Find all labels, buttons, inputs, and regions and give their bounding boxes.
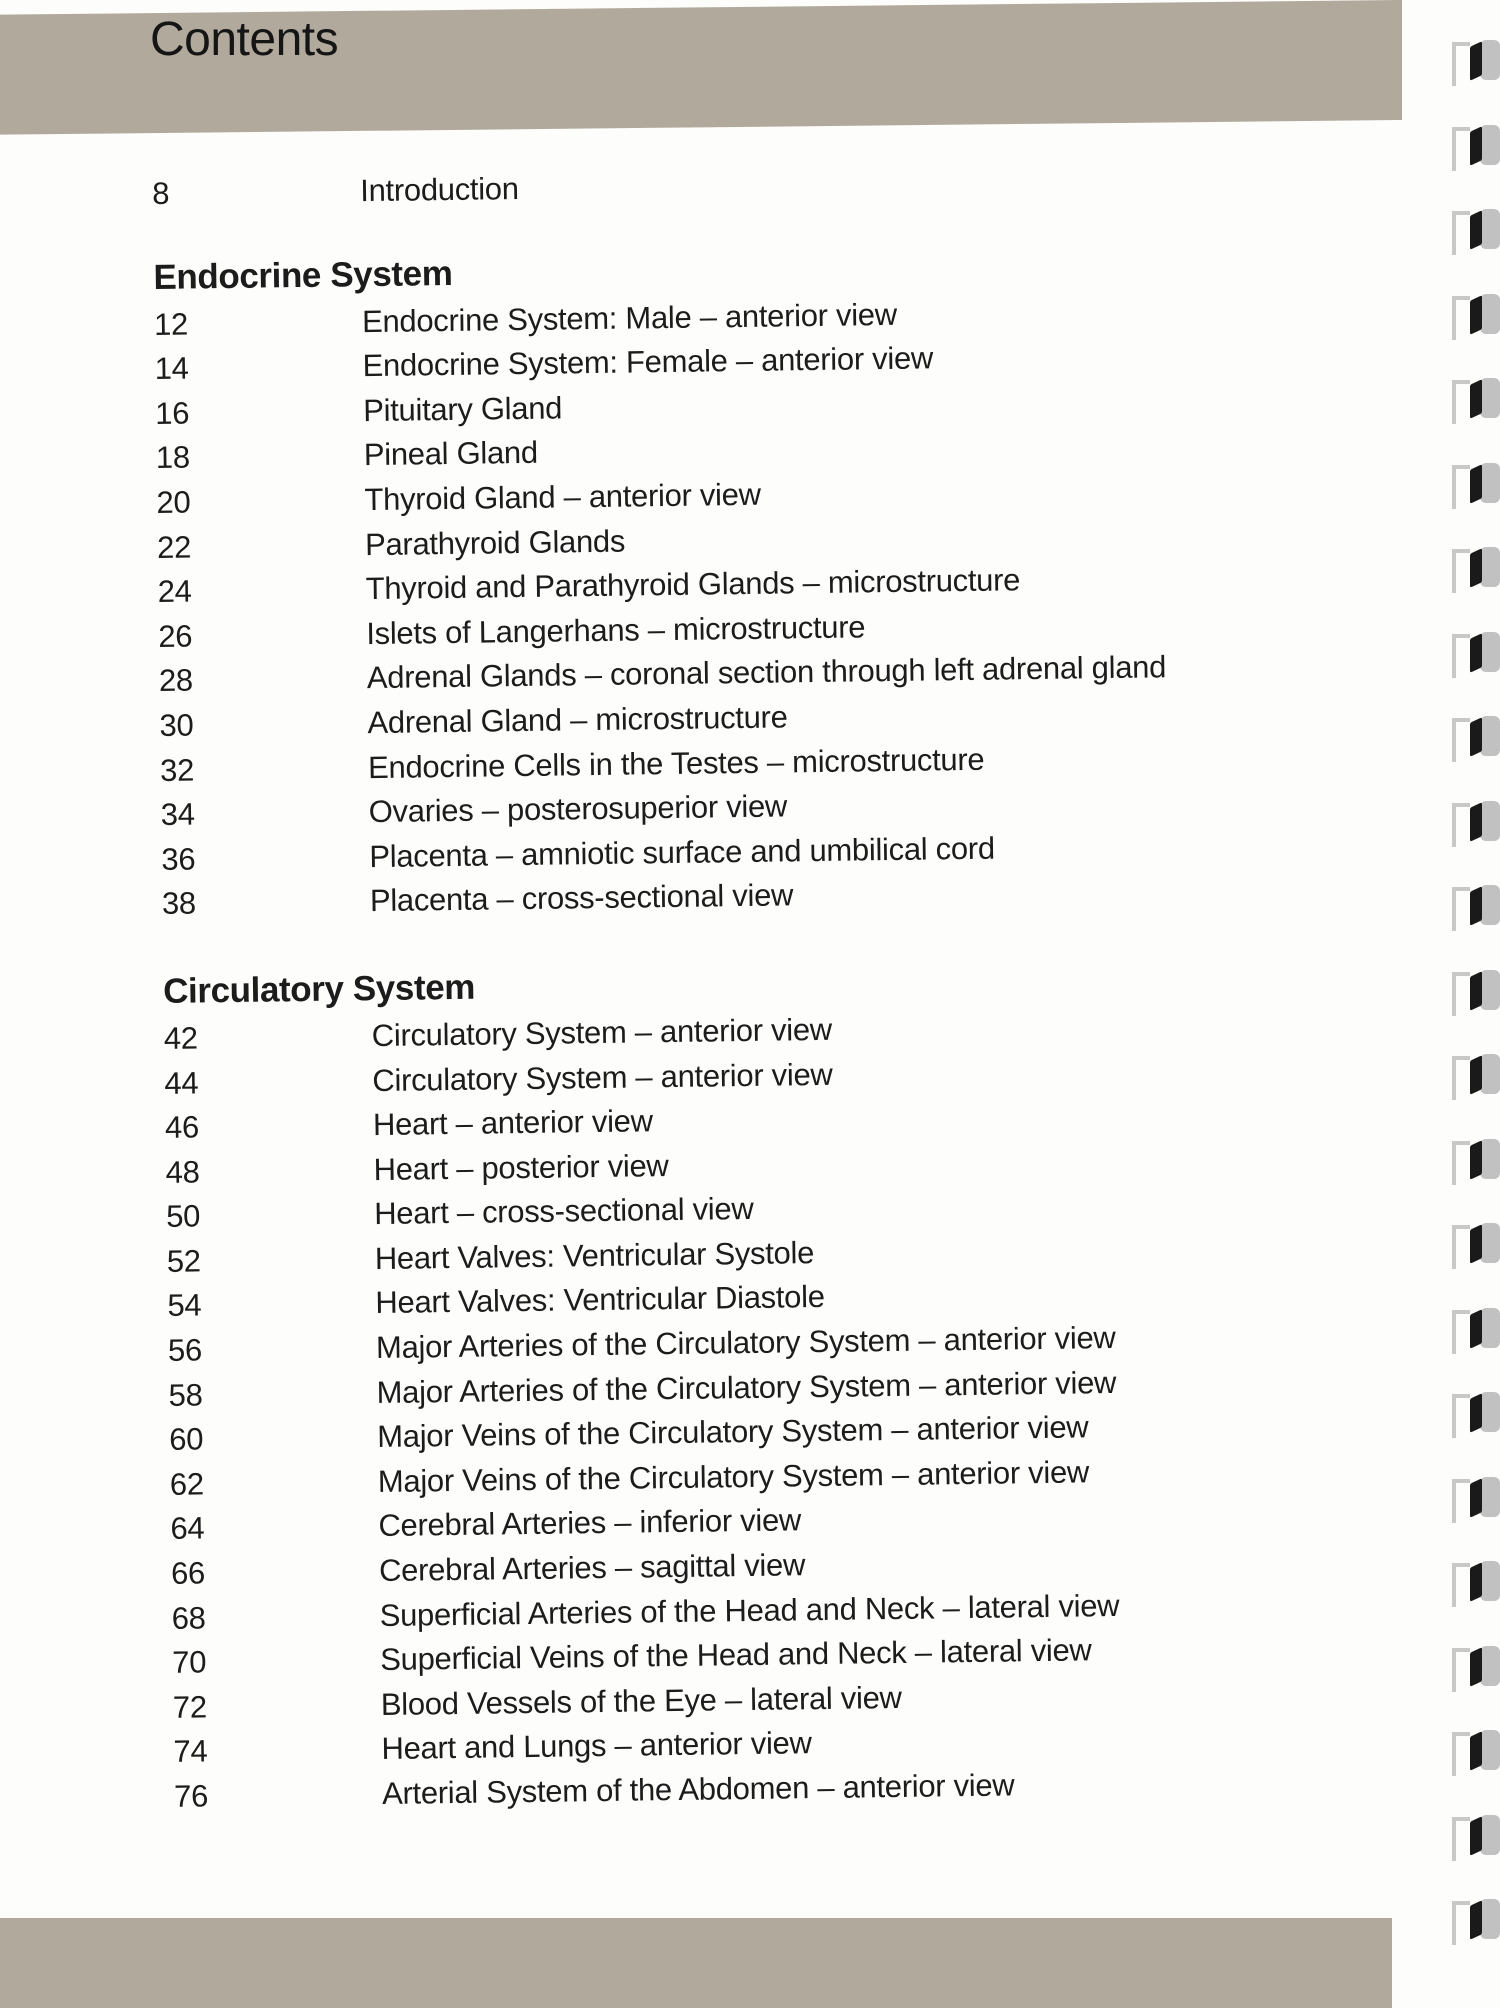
page-number: 18 bbox=[155, 439, 191, 476]
page-number: 60 bbox=[169, 1421, 204, 1458]
binding-ring-icon bbox=[1452, 123, 1500, 173]
entry-title: Endocrine System: Male – anterior view bbox=[361, 296, 898, 339]
entry-title: Heart – posterior view bbox=[373, 1147, 669, 1187]
page-number: 36 bbox=[161, 841, 196, 877]
page-number: 12 bbox=[153, 306, 189, 342]
page-number: 50 bbox=[165, 1198, 201, 1235]
page-number: 22 bbox=[156, 529, 192, 565]
binding-ring-icon bbox=[1452, 1137, 1500, 1187]
page-number: 26 bbox=[158, 618, 193, 654]
binding-ring-icon bbox=[1452, 1897, 1500, 1947]
entry-title: Blood Vessels of the Eye – lateral view bbox=[380, 1679, 902, 1722]
entry-title: Heart and Lungs – anterior view bbox=[381, 1725, 812, 1767]
binding-ring-icon bbox=[1452, 207, 1500, 257]
page-number: 72 bbox=[172, 1689, 208, 1725]
binding-ring-icon bbox=[1452, 376, 1500, 426]
page-number: 42 bbox=[163, 1020, 198, 1056]
page-number: 24 bbox=[157, 573, 192, 610]
entry-title: Heart Valves: Ventricular Systole bbox=[374, 1234, 815, 1276]
page-number: 38 bbox=[161, 885, 197, 922]
entry-title: Heart – cross-sectional view bbox=[373, 1191, 754, 1232]
entry-title: Circulatory System – anterior view bbox=[372, 1056, 833, 1098]
binding-ring-icon bbox=[1452, 1644, 1500, 1694]
entry-title: Adrenal Gland – microstructure bbox=[367, 699, 788, 741]
page-number: 8 bbox=[152, 175, 170, 211]
binding-ring-icon bbox=[1452, 292, 1500, 342]
binding-ring-icon bbox=[1452, 714, 1500, 764]
page-number: 52 bbox=[166, 1243, 201, 1279]
page-number: 58 bbox=[168, 1377, 203, 1413]
binding-ring-icon bbox=[1452, 1813, 1500, 1863]
page-number: 44 bbox=[164, 1064, 199, 1101]
binding-ring-icon bbox=[1452, 461, 1500, 511]
page-number: 64 bbox=[170, 1510, 205, 1547]
page-number: 46 bbox=[164, 1109, 200, 1146]
binding-ring-icon bbox=[1452, 38, 1500, 88]
page-number: 48 bbox=[165, 1154, 200, 1190]
page-number: 30 bbox=[159, 707, 194, 743]
page-number: 56 bbox=[167, 1332, 203, 1368]
binding-ring-icon bbox=[1452, 1052, 1500, 1102]
entry-title: Islets of Langerhans – microstructure bbox=[366, 609, 866, 651]
binding-ring-icon bbox=[1452, 1221, 1500, 1271]
binding-ring-icon bbox=[1452, 968, 1500, 1018]
spiral-binding-icon bbox=[1452, 0, 1500, 1996]
page-number: 70 bbox=[172, 1644, 207, 1681]
page-number: 74 bbox=[173, 1733, 208, 1770]
entry-title: Heart Valves: Ventricular Diastole bbox=[375, 1279, 825, 1321]
entry-title: Pineal Gland bbox=[363, 435, 539, 473]
binding-ring-icon bbox=[1452, 1475, 1500, 1525]
page-number: 32 bbox=[159, 752, 195, 788]
page-number: 28 bbox=[158, 662, 194, 699]
sections: Endocrine System 12 Endocrine System: Male… bbox=[153, 236, 1374, 1819]
entry-title: Thyroid Gland – anterior view bbox=[364, 476, 761, 518]
binding-ring-icon bbox=[1452, 1306, 1500, 1356]
entry-title: Heart – anterior view bbox=[372, 1103, 653, 1143]
entry-title: Arterial System of the Abdomen – anterio… bbox=[381, 1767, 1015, 1812]
binding-ring-icon bbox=[1452, 630, 1500, 680]
page-number: 66 bbox=[170, 1555, 206, 1591]
entry-title: Pituitary Gland bbox=[363, 390, 563, 428]
binding-ring-icon bbox=[1452, 545, 1500, 595]
entry-title: Ovaries – posterosuperior view bbox=[368, 788, 788, 830]
entry-title: Parathyroid Glands bbox=[364, 523, 626, 562]
entry-title: Endocrine System: Female – anterior view bbox=[362, 340, 934, 384]
table-of-contents: 8 Introduction Endocrine System 12 Endocri… bbox=[152, 156, 1374, 1820]
page-number: 16 bbox=[155, 395, 190, 431]
page-number: 76 bbox=[173, 1778, 209, 1814]
entry-title: Cerebral Arteries – inferior view bbox=[378, 1502, 802, 1544]
binding-ring-icon bbox=[1452, 883, 1500, 933]
footer-band bbox=[0, 1918, 1392, 2008]
page-number: 34 bbox=[160, 796, 195, 833]
page-title: Contents bbox=[150, 13, 339, 66]
entry-title: Placenta – cross-sectional view bbox=[369, 877, 794, 919]
entry-title: Introduction bbox=[360, 171, 519, 209]
binding-ring-icon bbox=[1452, 1728, 1500, 1778]
page-number: 54 bbox=[167, 1287, 202, 1324]
entry-title: Cerebral Arteries – sagittal view bbox=[378, 1547, 806, 1589]
page-number: 68 bbox=[171, 1600, 206, 1636]
page-number: 20 bbox=[156, 484, 191, 520]
page-number: 14 bbox=[154, 350, 189, 387]
entry-title: Circulatory System – anterior view bbox=[371, 1011, 833, 1053]
binding-ring-icon bbox=[1452, 1559, 1500, 1609]
page-number: 62 bbox=[169, 1466, 204, 1502]
binding-ring-icon bbox=[1452, 1390, 1500, 1440]
binding-ring-icon bbox=[1452, 799, 1500, 849]
